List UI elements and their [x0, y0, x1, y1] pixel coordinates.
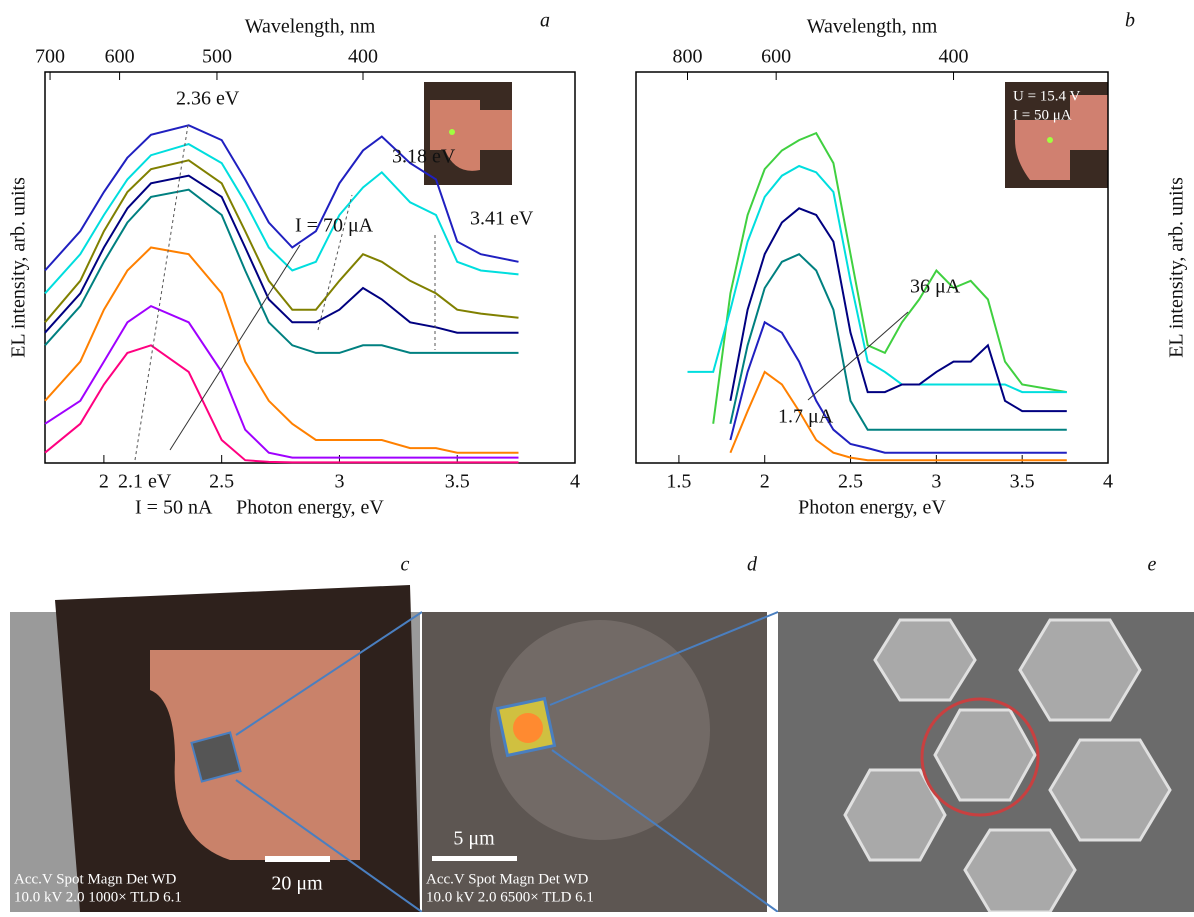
x2-tick-label: 500: [202, 46, 232, 68]
x2-axis-title: Wavelength, nm: [807, 16, 938, 38]
panel-label: e: [1148, 554, 1157, 576]
panel-label: b: [1125, 10, 1135, 32]
annotation: I = 50 nA: [135, 497, 213, 519]
spectrum-line: [730, 322, 1066, 452]
annotation: 2.1 eV: [118, 471, 172, 493]
guide: [135, 125, 188, 460]
x2-tick-label: 600: [105, 46, 135, 68]
x-tick-label: 4: [1103, 471, 1113, 493]
x-tick-label: 2: [760, 471, 770, 493]
scale-bar: [265, 856, 330, 862]
annotation: 2.36 eV: [176, 88, 240, 110]
spectrum-line: [45, 306, 519, 458]
x-axis-title: Photon energy, eV: [236, 497, 384, 519]
y-axis-title: EL intensity, arb. units: [1166, 177, 1188, 358]
scale-bar: [432, 856, 517, 861]
inset-spot: [449, 129, 455, 135]
arrow: [808, 312, 908, 400]
info-values: 10.0 kV 2.0 1000× TLD 6.1: [14, 889, 182, 905]
spectrum-line: [45, 345, 519, 462]
info-header: Acc.V Spot Magn Det WD: [14, 871, 177, 887]
x2-tick-label: 700: [35, 46, 65, 68]
scale-label: 5 μm: [453, 828, 495, 850]
x2-tick-label: 400: [348, 46, 378, 68]
x-tick-label: 1.5: [666, 471, 691, 493]
panel-label: d: [747, 554, 758, 576]
x-tick-label: 2: [99, 471, 109, 493]
x2-tick-label: 400: [939, 46, 969, 68]
spectrum-line: [730, 254, 1066, 430]
annotation: 36 μA: [910, 276, 961, 298]
scale-label: 20 μm: [271, 873, 323, 895]
annotation: 3.18 eV: [392, 146, 456, 168]
spectrum-line: [730, 208, 1066, 411]
x-axis-title: Photon energy, eV: [798, 497, 946, 519]
info-values: 10.0 kV 2.0 6500× TLD 6.1: [426, 889, 594, 905]
panel-label: a: [540, 10, 550, 32]
annotation: 3.41 eV: [470, 208, 534, 230]
y-axis-title: EL intensity, arb. units: [8, 177, 30, 358]
arrow: [170, 245, 300, 450]
inset-label: I = 50 μA: [1013, 107, 1072, 123]
emission-spot: [513, 713, 543, 743]
inset-spot: [1047, 137, 1053, 143]
x-tick-label: 2.5: [209, 471, 234, 493]
figure: 2 2.5 3 3.5 4 700 600 500 400 Photon energy, eV Wa…: [0, 0, 1194, 912]
x-tick-label: 3.5: [1010, 471, 1035, 493]
x-tick-label: 3: [334, 471, 344, 493]
spectrum-line: [45, 248, 519, 453]
inset-label: U = 15.4 V: [1013, 88, 1081, 104]
spectrum-line: [45, 176, 519, 333]
x-tick-label: 2.5: [838, 471, 863, 493]
info-header: Acc.V Spot Magn Det WD: [426, 871, 589, 887]
annotation: 1.7 μA: [778, 406, 834, 428]
x2-tick-label: 800: [672, 46, 702, 68]
x-tick-label: 4: [570, 471, 580, 493]
annotation: I = 70 μA: [295, 215, 374, 237]
x2-tick-label: 600: [761, 46, 791, 68]
x-tick-label: 3.5: [445, 471, 470, 493]
x-tick-label: 3: [931, 471, 941, 493]
panel-label: c: [401, 554, 410, 576]
x2-axis-title: Wavelength, nm: [245, 16, 376, 38]
